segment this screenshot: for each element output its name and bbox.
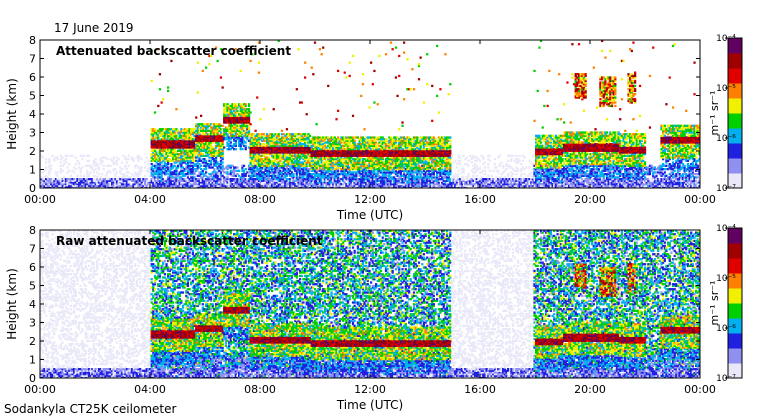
y-tick-label: 2 (29, 335, 36, 348)
colorbar-tick-label: 10⁻⁵ (716, 84, 736, 94)
x-tick-label: 00:00 (24, 193, 56, 206)
x-tick-label: 12:00 (354, 383, 386, 396)
x-tick-label: 00:00 (684, 383, 716, 396)
heatmap-cells (40, 40, 700, 188)
y-tick-label: 4 (29, 108, 36, 121)
instrument-label: Sodankyla CT25K ceilometer (4, 402, 176, 416)
y-tick-label: 6 (29, 261, 36, 274)
colorbar-tick-label: 10⁻⁴ (716, 224, 736, 234)
y-tick-label: 1 (29, 354, 36, 367)
panel-title: Attenuated backscatter coefficient (56, 44, 291, 58)
colorbar-tick-label: 10⁻⁷ (716, 184, 736, 194)
y-tick-label: 5 (29, 280, 36, 293)
y-tick-label: 0 (29, 372, 36, 385)
y-tick-label: 1 (29, 164, 36, 177)
colorbar-tick-label: 10⁻⁶ (716, 134, 736, 144)
x-tick-label: 16:00 (464, 193, 496, 206)
colorbar-unit-label: m⁻¹ sr⁻¹ (708, 91, 721, 136)
x-tick-label: 00:00 (684, 193, 716, 206)
date-label: 17 June 2019 (54, 21, 134, 35)
y-tick-label: 5 (29, 90, 36, 103)
y-tick-label: 7 (29, 53, 36, 66)
y-tick-label: 3 (29, 127, 36, 140)
x-tick-label: 20:00 (574, 383, 606, 396)
x-tick-label: 12:00 (354, 193, 386, 206)
x-tick-label: 00:00 (24, 383, 56, 396)
y-tick-label: 7 (29, 243, 36, 256)
heatmap-panel-2: 0 1 2 3 4 5 6 7 8 00:00 04:00 08:00 12:00 16:00 20:00 0… (5, 224, 743, 412)
colorbar-tick-label: 10⁻⁶ (716, 324, 736, 334)
y-tick-label: 2 (29, 145, 36, 158)
y-axis-label: Height (km) (5, 268, 19, 339)
colorbar-frame (727, 37, 743, 189)
colorbar-frame (727, 227, 743, 379)
colorbar-tick-label: 10⁻⁷ (716, 374, 736, 384)
x-tick-label: 20:00 (574, 193, 606, 206)
colorbar: 10⁻⁴ 10⁻⁵ 10⁻⁶ 10⁻⁷ m⁻¹ sr⁻¹ (708, 34, 743, 194)
y-tick-label: 8 (29, 34, 36, 47)
colorbar-unit-label: m⁻¹ sr⁻¹ (708, 281, 721, 326)
y-tick-label: 6 (29, 71, 36, 84)
y-tick-label: 3 (29, 317, 36, 330)
y-tick-label: 4 (29, 298, 36, 311)
x-tick-label: 08:00 (244, 383, 276, 396)
colorbar-tick-label: 10⁻⁵ (716, 274, 736, 284)
x-tick-label: 04:00 (134, 193, 166, 206)
x-tick-label: 16:00 (464, 383, 496, 396)
colorbar: 10⁻⁴ 10⁻⁵ 10⁻⁶ 10⁻⁷ m⁻¹ sr⁻¹ (708, 224, 743, 384)
x-axis-label: Time (UTC) (336, 398, 403, 412)
panel-title: Raw attenuated backscatter coefficient (56, 234, 323, 248)
y-axis-label: Height (km) (5, 78, 19, 149)
heatmap-cells (40, 230, 700, 378)
heatmap-panel-1: 0 1 2 3 4 5 6 7 8 00:00 04:00 08:00 12:00 16:00 20:00 0… (5, 34, 743, 222)
x-tick-label: 08:00 (244, 193, 276, 206)
colorbar-tick-label: 10⁻⁴ (716, 34, 736, 44)
y-tick-label: 0 (29, 182, 36, 195)
x-axis-label: Time (UTC) (336, 208, 403, 222)
x-tick-label: 04:00 (134, 383, 166, 396)
y-tick-label: 8 (29, 224, 36, 237)
